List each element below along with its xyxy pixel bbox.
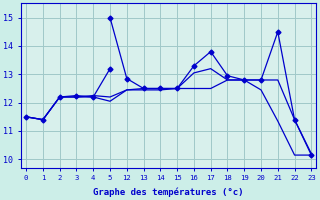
X-axis label: Graphe des températures (°c): Graphe des températures (°c) [93, 187, 244, 197]
